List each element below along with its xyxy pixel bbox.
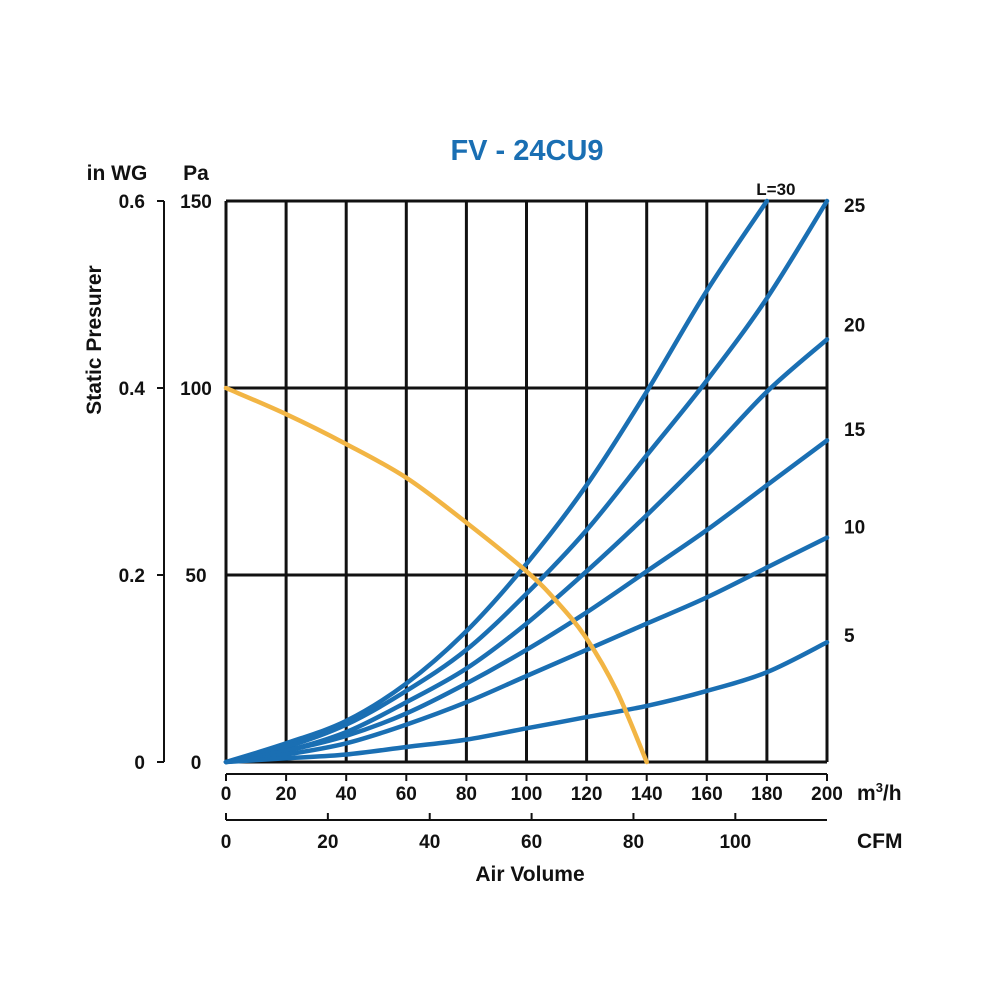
- m3h-tick-label: 200: [811, 784, 843, 805]
- pa-tick-label: 100: [180, 379, 212, 400]
- series: [223, 198, 830, 765]
- x-unit-primary-sup: 3: [876, 780, 883, 795]
- curve-label: 5: [844, 626, 855, 647]
- cfm-tick-label: 0: [221, 832, 232, 853]
- duct-curve: [223, 438, 830, 765]
- x-unit-primary-base: m: [857, 782, 876, 805]
- x-axis-label: Air Volume: [475, 863, 584, 886]
- fan-curve: [223, 385, 649, 765]
- m3h-tick-label: 140: [631, 784, 663, 805]
- curve-label: 10: [844, 517, 865, 538]
- m3h-tick-label: 120: [571, 784, 603, 805]
- curve-label: 20: [844, 315, 865, 336]
- inwg-tick-label: 0: [134, 753, 145, 774]
- inwg-tick-label: 0.2: [119, 566, 145, 587]
- m3h-tick-label: 20: [276, 784, 297, 805]
- duct-curve: [223, 640, 830, 765]
- cfm-tick-label: 100: [719, 832, 751, 853]
- grid: [224, 199, 829, 764]
- pa-tick-label: 0: [191, 753, 202, 774]
- duct-curve: [223, 198, 830, 765]
- cfm-tick-label: 20: [317, 832, 338, 853]
- curve-label: 15: [844, 420, 866, 441]
- y-axis-label: Static Presurer: [83, 265, 106, 414]
- curve-label: L=30: [756, 180, 795, 199]
- m3h-tick-label: 180: [751, 784, 783, 805]
- duct-curve: [223, 198, 770, 765]
- curve-label: 25: [844, 196, 866, 217]
- y-unit-right: Pa: [183, 162, 209, 185]
- m3h-tick-label: 80: [456, 784, 477, 805]
- cfm-tick-label: 40: [419, 832, 440, 853]
- pa-tick-label: 150: [180, 192, 212, 213]
- m3h-tick-label: 40: [336, 784, 357, 805]
- x-unit-primary-tail: /h: [883, 782, 902, 805]
- duct-curve: [223, 337, 830, 765]
- x-unit-primary: m3/h: [857, 780, 902, 805]
- cfm-tick-label: 60: [521, 832, 542, 853]
- inwg-tick-label: 0.4: [119, 379, 146, 400]
- m3h-tick-label: 0: [221, 784, 232, 805]
- axes: [163, 201, 827, 821]
- cfm-tick-label: 80: [623, 832, 644, 853]
- x-unit-secondary: CFM: [857, 830, 903, 853]
- m3h-tick-label: 100: [511, 784, 543, 805]
- duct-curve: [223, 535, 830, 765]
- pa-tick-label: 50: [185, 566, 206, 587]
- chart-title: FV - 24CU9: [450, 135, 603, 167]
- y-unit-left: in WG: [87, 162, 148, 185]
- m3h-tick-label: 60: [396, 784, 417, 805]
- ticks: 0 50 100 150 0 0.2 0.4 0.6 0 20 40 60 80 100 120 140 160…: [119, 192, 843, 853]
- m3h-tick-label: 160: [691, 784, 723, 805]
- inwg-tick-label: 0.6: [119, 192, 145, 213]
- labels: FV - 24CU9 in WG Pa Static Presurer Air …: [83, 135, 903, 886]
